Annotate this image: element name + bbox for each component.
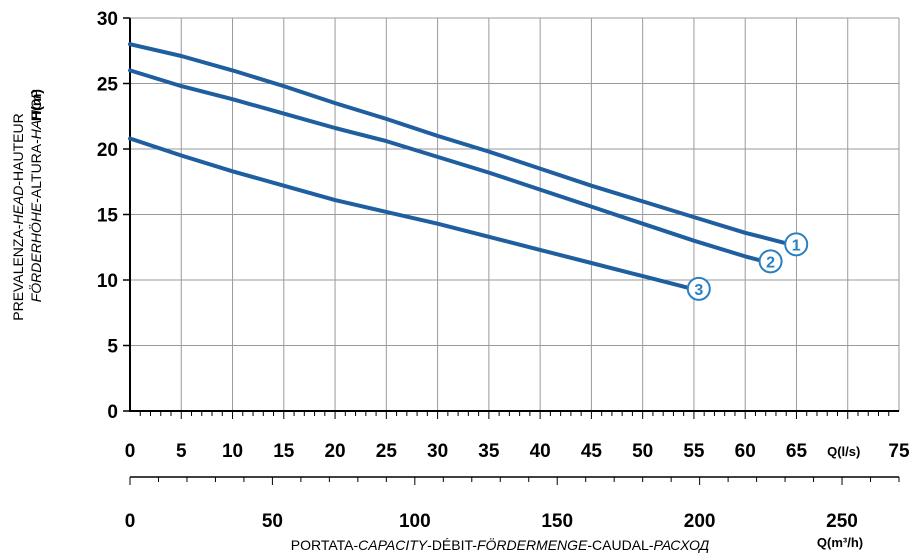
grid bbox=[130, 17, 900, 411]
series-lines bbox=[128, 42, 789, 290]
secondary-unit-label: Q(m³/h) bbox=[817, 535, 863, 550]
series-line-2 bbox=[128, 68, 763, 263]
x-tick-label: 40 bbox=[530, 441, 551, 462]
secondary-tick-label: 0 bbox=[125, 511, 136, 532]
x-tick-label: 30 bbox=[427, 441, 448, 462]
secondary-tick-label: 150 bbox=[541, 511, 573, 532]
x-tick-label: 60 bbox=[735, 441, 756, 462]
secondary-tick-label: 200 bbox=[684, 511, 716, 532]
x-unit-label: Q(l/s) bbox=[827, 444, 860, 459]
x-axis-title: PORTATA-CAPACITY-DÉBIT-FÖRDERMENGE-CAUDA… bbox=[291, 536, 710, 553]
y-tick-label: 25 bbox=[97, 75, 119, 96]
y-tick-label: 0 bbox=[107, 402, 118, 423]
y-tick-label: 10 bbox=[97, 271, 118, 292]
series-line-3 bbox=[128, 136, 691, 290]
x-tick-label: 75 bbox=[888, 441, 910, 462]
x-tick-label: 65 bbox=[786, 441, 808, 462]
secondary-tick-label: 50 bbox=[262, 511, 283, 532]
x-tick-label: 35 bbox=[478, 441, 500, 462]
x-tick-label: 45 bbox=[581, 441, 603, 462]
x-tick-label: 55 bbox=[683, 441, 705, 462]
secondary-tick-label: 100 bbox=[399, 511, 431, 532]
y-tick-label: 20 bbox=[97, 140, 118, 161]
y-tick-label: 5 bbox=[107, 337, 118, 358]
x-tick-label: 0 bbox=[125, 441, 136, 462]
x-tick-label: 5 bbox=[176, 441, 187, 462]
y-axis-title-line1: PREVALENZA-HEAD-HAUTEUR bbox=[10, 113, 26, 320]
x-tick-label: 50 bbox=[632, 441, 653, 462]
series-label-2: 2 bbox=[766, 254, 775, 271]
x-tick-label: 15 bbox=[273, 441, 295, 462]
y-axis-unit: H(m) bbox=[28, 89, 44, 121]
axes bbox=[123, 17, 900, 485]
y-tick-label: 15 bbox=[97, 206, 119, 227]
y-axis-title-line2: FÖRDERHÖHE-ALTURA-НАПОР bbox=[27, 89, 44, 302]
series-label-1: 1 bbox=[792, 237, 801, 254]
x-tick-label: 10 bbox=[222, 441, 243, 462]
y-tick-label: 30 bbox=[97, 9, 118, 30]
series-label-3: 3 bbox=[694, 282, 703, 299]
series-marker-2 bbox=[758, 249, 783, 274]
series-marker-3 bbox=[686, 276, 711, 301]
series-line-1 bbox=[128, 42, 789, 246]
x-tick-label: 20 bbox=[324, 441, 345, 462]
series-marker-1 bbox=[784, 232, 809, 257]
x-tick-label: 25 bbox=[376, 441, 398, 462]
secondary-tick-label: 250 bbox=[826, 511, 858, 532]
